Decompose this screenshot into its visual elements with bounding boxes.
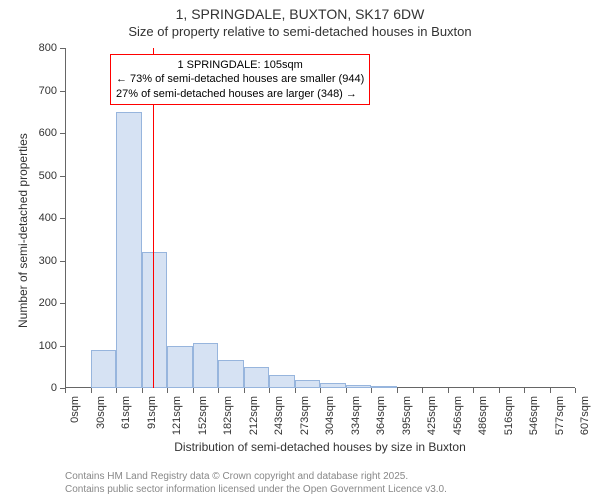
x-tick (91, 388, 92, 393)
x-tick (193, 388, 194, 393)
x-tick (550, 388, 551, 393)
x-tick-label: 121sqm (171, 396, 183, 440)
histogram-bar (320, 383, 346, 388)
x-tick (320, 388, 321, 393)
y-tick (60, 48, 65, 49)
copyright-line2: Contains public sector information licen… (65, 483, 447, 496)
x-tick-label: 334sqm (350, 396, 362, 440)
x-tick (371, 388, 372, 393)
x-tick (295, 388, 296, 393)
histogram-bar (91, 350, 117, 388)
x-tick-label: 91sqm (146, 396, 158, 440)
y-tick-label: 200 (39, 297, 57, 309)
chart-container: 1, SPRINGDALE, BUXTON, SK17 6DW Size of … (0, 0, 600, 500)
histogram-bar (371, 386, 397, 388)
x-tick-label: 486sqm (477, 396, 489, 440)
annotation-box: 1 SPRINGDALE: 105sqm ← 73% of semi-detac… (110, 54, 370, 105)
histogram-bar (244, 367, 270, 388)
x-tick-label: 0sqm (69, 396, 81, 440)
x-tick-label: 395sqm (401, 396, 413, 440)
copyright-line1: Contains HM Land Registry data © Crown c… (65, 470, 447, 483)
y-tick-label: 600 (39, 127, 57, 139)
x-tick-label: 425sqm (426, 396, 438, 440)
x-tick (397, 388, 398, 393)
chart-subtitle: Size of property relative to semi-detach… (0, 24, 600, 39)
x-tick-label: 152sqm (197, 396, 209, 440)
y-tick (60, 346, 65, 347)
x-tick-label: 577sqm (554, 396, 566, 440)
x-tick (116, 388, 117, 393)
y-tick (60, 303, 65, 304)
x-tick-label: 61sqm (120, 396, 132, 440)
y-axis-label: Number of semi-detached properties (16, 133, 30, 328)
x-tick-label: 30sqm (95, 396, 107, 440)
y-tick-label: 800 (39, 42, 57, 54)
histogram-bar (218, 360, 244, 388)
x-tick (346, 388, 347, 393)
x-tick (65, 388, 66, 393)
x-tick-label: 607sqm (579, 396, 591, 440)
histogram-bar (269, 375, 295, 388)
y-tick-label: 500 (39, 170, 57, 182)
y-tick-label: 100 (39, 340, 57, 352)
x-tick-label: 546sqm (528, 396, 540, 440)
x-tick (575, 388, 576, 393)
x-tick (142, 388, 143, 393)
y-tick-label: 300 (39, 255, 57, 267)
chart-title: 1, SPRINGDALE, BUXTON, SK17 6DW (0, 6, 600, 22)
x-tick (499, 388, 500, 393)
x-tick-label: 273sqm (299, 396, 311, 440)
x-tick (167, 388, 168, 393)
x-tick (448, 388, 449, 393)
y-tick (60, 91, 65, 92)
x-axis-label: Distribution of semi-detached houses by … (65, 440, 575, 454)
x-tick-label: 304sqm (324, 396, 336, 440)
x-tick (244, 388, 245, 393)
x-tick (473, 388, 474, 393)
copyright: Contains HM Land Registry data © Crown c… (65, 470, 447, 496)
x-tick-label: 182sqm (222, 396, 234, 440)
histogram-bar (116, 112, 142, 388)
histogram-bar (346, 385, 372, 388)
x-tick-label: 212sqm (248, 396, 260, 440)
histogram-bar (295, 380, 321, 389)
x-tick (218, 388, 219, 393)
x-tick-label: 243sqm (273, 396, 285, 440)
y-tick-label: 700 (39, 85, 57, 97)
x-tick (422, 388, 423, 393)
y-tick (60, 261, 65, 262)
y-tick-label: 400 (39, 212, 57, 224)
histogram-bar (167, 346, 193, 389)
annotation-line1: 1 SPRINGDALE: 105sqm (116, 58, 364, 72)
y-tick-label: 0 (51, 382, 57, 394)
x-tick-label: 364sqm (375, 396, 387, 440)
y-tick (60, 133, 65, 134)
x-tick-label: 516sqm (503, 396, 515, 440)
x-tick (269, 388, 270, 393)
x-tick-label: 456sqm (452, 396, 464, 440)
y-tick (60, 218, 65, 219)
y-tick (60, 176, 65, 177)
annotation-line2: ← 73% of semi-detached houses are smalle… (116, 72, 364, 86)
annotation-line3: 27% of semi-detached houses are larger (… (116, 87, 364, 101)
x-tick (524, 388, 525, 393)
histogram-bar (193, 343, 219, 388)
